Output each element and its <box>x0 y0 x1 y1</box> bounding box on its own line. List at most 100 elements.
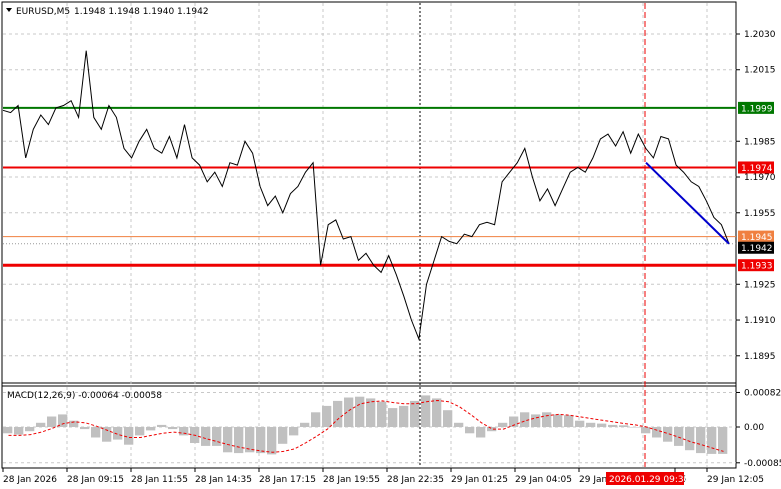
price-line <box>2 50 730 342</box>
macd-axis: 0.00082 0.00 -0.00085 <box>736 388 781 469</box>
price-tick-label: 1.1985 <box>744 137 776 147</box>
macd-bar <box>102 427 112 442</box>
macd-bar <box>366 398 376 427</box>
macd-tick-label: 0.00 <box>744 423 764 433</box>
macd-bar <box>322 405 332 427</box>
macd-bar <box>234 427 244 454</box>
macd-bar <box>531 414 541 427</box>
time-tick-label: 28 Jan 09:15 <box>67 475 124 485</box>
time-tick-label: 28 Jan 2026 <box>3 475 57 485</box>
macd-bar <box>58 414 68 427</box>
price-tick-label: 1.1925 <box>744 280 776 290</box>
macd-bar <box>685 427 695 451</box>
macd-bar <box>476 427 486 438</box>
macd-bar <box>25 427 35 432</box>
macd-bar <box>465 427 475 434</box>
price-tick-label: 1.2030 <box>744 30 776 40</box>
level-label: 1.1945 <box>741 233 773 243</box>
level-label-box <box>738 259 774 272</box>
macd-tick-label: 0.00082 <box>744 388 781 398</box>
macd-bar <box>421 395 431 427</box>
macd-bar <box>652 427 662 438</box>
macd-bar <box>333 400 343 427</box>
level-price-labels: 1.1999 1.1974 1.1945 1.1933 1.1942 <box>738 101 774 272</box>
horizontal-levels[interactable] <box>3 106 736 267</box>
macd-bar <box>586 422 596 427</box>
macd-bar <box>432 398 442 427</box>
macd-bar <box>388 408 398 427</box>
macd-bar <box>498 422 508 427</box>
time-tick-label: 29 Jan 01:25 <box>451 475 508 485</box>
macd-bar <box>124 427 134 445</box>
macd-bar <box>179 427 189 436</box>
level-label: 1.1933 <box>741 262 773 272</box>
macd-bar <box>718 427 728 454</box>
trendline[interactable] <box>645 161 730 245</box>
macd-bar <box>168 427 178 430</box>
macd-bar <box>311 412 321 427</box>
current-price-box <box>738 241 774 254</box>
macd-bar <box>454 422 464 427</box>
symbol-timeframe: EURUSD,M5 <box>16 7 70 17</box>
ohlc-values: 1.1948 1.1948 1.1940 1.1942 <box>74 7 209 17</box>
macd-bar <box>36 422 46 427</box>
time-tick-label: 29 Jan 12:05 <box>707 475 764 485</box>
price-tick-label: 1.2015 <box>744 66 776 76</box>
price-axis: 1.2030 1.2015 1.1985 1.1970 1.1955 1.1925 1.19… <box>736 30 776 362</box>
time-highlight-box <box>606 472 684 485</box>
macd-bar <box>443 410 453 427</box>
macd-histogram <box>3 395 728 455</box>
macd-bar <box>91 427 101 438</box>
time-tick-label: 28 Jan 17:15 <box>259 475 316 485</box>
time-highlight-label: 2026.01.29 09:30 <box>609 475 690 485</box>
macd-bar <box>608 424 618 427</box>
macd-bar <box>509 416 519 427</box>
macd-bar <box>278 427 288 444</box>
macd-bar <box>355 396 365 427</box>
macd-bar <box>399 405 409 427</box>
time-tick-label: 29 Jan 06: <box>579 475 625 485</box>
macd-bar <box>245 427 255 453</box>
macd-bar <box>597 423 607 427</box>
macd-bar <box>135 427 145 436</box>
macd-bar <box>47 416 57 427</box>
macd-bar <box>377 401 387 427</box>
level-label: 1.1974 <box>741 164 773 174</box>
level-label-box <box>738 101 774 114</box>
price-tick-label: 1.1895 <box>744 352 776 362</box>
macd-bar <box>575 420 585 427</box>
current-price-label: 1.1942 <box>741 244 773 254</box>
macd-bar <box>14 427 24 435</box>
macd-bar <box>630 427 640 428</box>
macd-bar <box>674 427 684 446</box>
time-tick-label: 28 Jan 14:35 <box>195 475 252 485</box>
macd-bar <box>520 412 530 427</box>
macd-bar <box>564 415 574 427</box>
macd-bar <box>553 414 563 427</box>
macd-bar <box>80 427 90 430</box>
macd-bar <box>146 427 156 431</box>
price-tick-label: 1.1910 <box>744 316 776 326</box>
time-tick-label: 28 Jan 22:35 <box>387 475 444 485</box>
level-label-box <box>738 230 774 243</box>
macd-label: MACD(12,26,9) -0.00064 -0.00058 <box>7 391 162 401</box>
time-tick-label: 29 Jan 04:05 <box>515 475 572 485</box>
triangle-down-icon[interactable] <box>6 8 12 12</box>
macd-bar <box>157 424 167 427</box>
macd-tick-label: -0.00085 <box>744 459 781 469</box>
macd-bar <box>69 420 79 427</box>
level-label-box <box>738 161 774 174</box>
macd-bar <box>641 427 651 434</box>
level-label: 1.1999 <box>741 104 773 114</box>
time-tick-label: 28 Jan 19:55 <box>323 475 380 485</box>
macd-bar <box>410 400 420 427</box>
macd-bar <box>113 427 123 440</box>
price-tick-label: 1.1970 <box>744 173 776 183</box>
macd-bar <box>3 427 13 434</box>
macd-bar <box>223 427 233 453</box>
price-tick-label: 1.1955 <box>744 209 776 219</box>
macd-bar <box>300 422 310 427</box>
macd-bar <box>289 427 299 436</box>
macd-bar <box>663 427 673 442</box>
